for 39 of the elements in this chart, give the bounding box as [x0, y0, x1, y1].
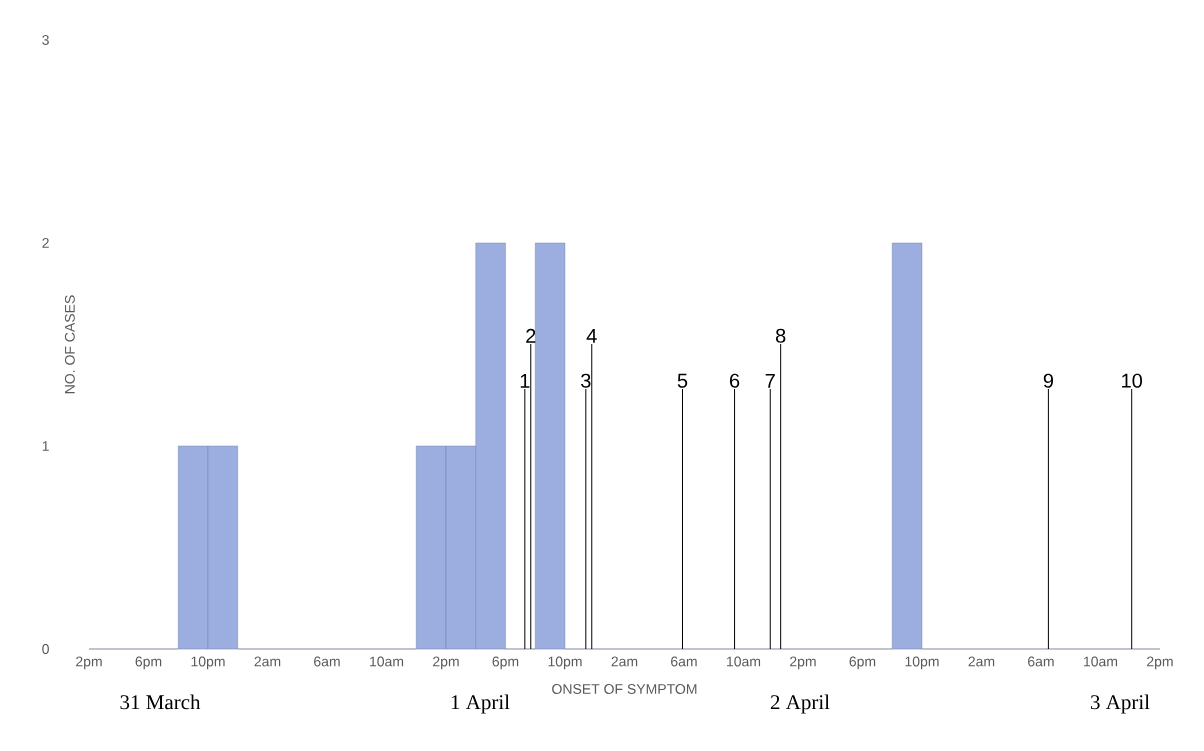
ref-line-label: 9 — [1043, 373, 1054, 388]
x-tick-label: 10pm — [905, 656, 939, 670]
ref-line-label: 10 — [1122, 373, 1143, 388]
x-tick-label: 6am — [1028, 656, 1054, 667]
ref-line-label: 2 — [526, 328, 536, 343]
x-tick-label: 2pm — [76, 656, 102, 670]
x-tick-label: 2am — [968, 656, 995, 667]
x-tick-label: 6am — [314, 656, 340, 667]
ref-line-label: 5 — [677, 373, 688, 388]
x-tick-label: 2pm — [433, 656, 459, 670]
x-tick-label: 6pm — [135, 656, 162, 670]
x-tick-label: 2pm — [1147, 656, 1173, 670]
x-tick-label: 2am — [254, 656, 281, 667]
ref-line-label: 3 — [581, 373, 591, 388]
y-tick-label: 0 — [42, 644, 49, 654]
ref-line-label: 1 — [520, 374, 530, 388]
x-tick-label: 2am — [611, 656, 638, 667]
ref-line-label: 4 — [586, 329, 597, 343]
text: 1 April — [451, 694, 510, 714]
ref-line-label: 8 — [775, 328, 786, 343]
x-tick-label: 10am — [727, 656, 761, 667]
x-tick-label: 10pm — [191, 656, 225, 670]
x-tick-label: 6pm — [849, 656, 876, 670]
x-tick-label: 2pm — [790, 656, 816, 670]
y-tick-label: 3 — [42, 35, 49, 45]
x-tick-label: 6pm — [492, 656, 519, 670]
text: 3 April — [1090, 694, 1150, 714]
text: 2 April — [770, 694, 830, 714]
ref-line-label: 7 — [765, 374, 775, 388]
x-tick-label: 10am — [370, 656, 404, 667]
text: 31 March — [120, 694, 201, 710]
x-tick-label: 10pm — [548, 656, 582, 670]
x-axis-title: ONSET OF SYMPTOM — [552, 684, 697, 694]
x-tick-label: 6am — [671, 656, 697, 667]
y-tick-label: 2 — [42, 238, 49, 248]
y-axis-title: NO. OF CASES — [64, 295, 75, 394]
y-tick-label: 1 — [42, 441, 49, 451]
ref-line-label: 6 — [730, 373, 740, 388]
x-tick-label: 10am — [1084, 656, 1118, 667]
